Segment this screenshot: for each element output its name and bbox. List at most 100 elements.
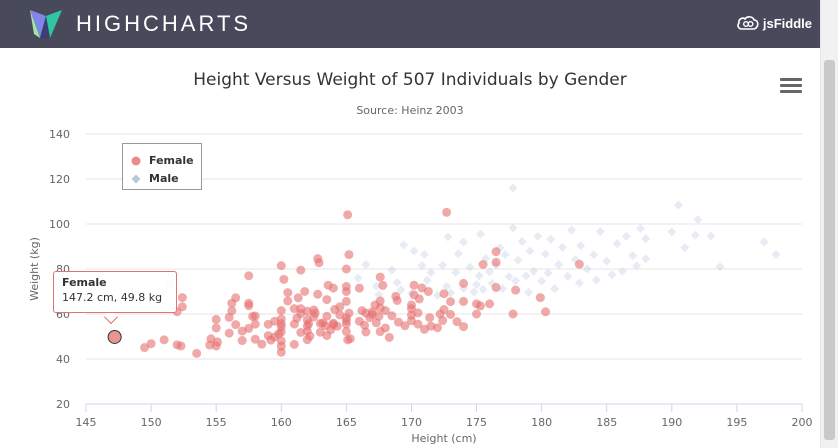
male-data-point (589, 250, 599, 260)
male-data-point (550, 284, 560, 294)
male-data-point (409, 246, 419, 256)
female-data-point (250, 319, 260, 329)
female-data-point (300, 287, 310, 296)
highcharts-logo[interactable]: HIGHCHARTS (28, 8, 251, 40)
hamburger-icon-line (780, 90, 802, 93)
male-data-point (680, 243, 690, 253)
header-bar: HIGHCHARTS jsFiddle (0, 0, 820, 48)
x-tick-label: 165 (336, 416, 357, 429)
female-data-point (360, 320, 370, 330)
female-data-point (140, 343, 150, 353)
male-data-point (474, 271, 484, 281)
female-data-point (413, 308, 423, 318)
chart-container: 20 40 60 80 100 120 140 145 150 155 160 165 170 175 18… (0, 48, 820, 448)
male-data-point (525, 246, 535, 256)
female-data-point (508, 309, 518, 319)
female-data-point (244, 271, 254, 281)
chart-tooltip: Female 147.2 cm, 49.8 kg (53, 271, 177, 313)
y-tick-label: 120 (49, 173, 70, 186)
female-data-point (305, 331, 315, 341)
female-data-point (574, 259, 584, 269)
male-data-point (543, 268, 553, 278)
male-data-point (595, 227, 605, 237)
female-data-point (446, 297, 456, 307)
legend-item-female[interactable]: Female (131, 154, 194, 167)
female-data-point (244, 323, 254, 333)
chart-legend: Female Male (122, 143, 202, 190)
female-data-point (276, 306, 286, 316)
male-data-point (612, 239, 622, 249)
female-data-point (211, 341, 221, 351)
female-data-point (442, 207, 452, 217)
female-data-point (211, 323, 221, 333)
x-tick-label: 160 (271, 416, 292, 429)
female-data-point (361, 327, 371, 337)
female-data-point (192, 348, 202, 358)
female-data-point (341, 296, 351, 306)
male-data-point (759, 237, 769, 247)
female-data-point (244, 298, 254, 308)
brand-name: HIGHCHARTS (76, 11, 252, 36)
male-data-point (576, 241, 586, 251)
male-data-point (557, 242, 567, 252)
vertical-scrollbar[interactable] (820, 0, 838, 448)
female-data-point-hovered (107, 329, 122, 344)
male-data-point (574, 278, 584, 288)
male-data-point (361, 260, 371, 269)
female-data-point (541, 307, 551, 317)
female-data-point (314, 258, 324, 268)
male-data-point (353, 273, 363, 283)
female-data-point (276, 347, 286, 357)
male-data-point (693, 215, 703, 224)
female-data-point (392, 296, 402, 305)
tooltip-series-name: Female (62, 276, 107, 289)
female-data-point (374, 311, 384, 321)
highcharts-logo-icon (30, 10, 62, 38)
female-data-point (478, 260, 488, 269)
female-data-point (380, 323, 390, 333)
jsfiddle-link[interactable]: jsFiddle (737, 12, 812, 34)
y-tick-label: 20 (56, 398, 70, 411)
female-data-point (439, 289, 449, 299)
legend-item-male[interactable]: Male (131, 172, 179, 185)
female-data-point (322, 331, 332, 341)
female-data-point (432, 323, 442, 333)
x-tick-label: 145 (76, 416, 97, 429)
female-data-point (491, 247, 501, 257)
female-data-point (438, 316, 448, 326)
male-data-point (459, 237, 469, 247)
female-data-point (406, 300, 416, 310)
x-tick-label: 200 (792, 416, 813, 429)
female-data-point (276, 327, 286, 337)
scrollbar-thumb[interactable] (824, 60, 835, 440)
hamburger-icon-line (780, 84, 802, 87)
female-data-point (296, 265, 306, 275)
female-data-point (414, 294, 424, 304)
male-data-point (537, 276, 547, 286)
y-tick-label: 40 (56, 353, 70, 366)
female-data-point (400, 321, 410, 331)
female-data-point (276, 261, 286, 271)
male-data-point (636, 224, 646, 233)
male-data-point (621, 231, 631, 241)
chart-subtitle: Source: Heinz 2003 (356, 104, 464, 117)
legend-label: Female (149, 154, 194, 167)
female-data-point (322, 311, 332, 321)
female-data-point (344, 308, 354, 318)
female-data-point (491, 257, 501, 267)
male-data-point (500, 250, 510, 260)
male-data-point (591, 275, 601, 285)
male-data-point (641, 234, 651, 244)
x-tick-label: 185 (596, 416, 617, 429)
female-data-point (313, 289, 323, 299)
female-data-point (425, 313, 435, 323)
female-data-point (289, 304, 299, 314)
male-data-point (632, 261, 642, 271)
female-data-point (511, 285, 521, 295)
female-data-point (343, 210, 353, 220)
female-data-point (413, 319, 423, 329)
male-data-point (419, 249, 429, 259)
male-data-point (508, 183, 518, 193)
context-menu-button[interactable] (780, 78, 802, 94)
female-data-point (380, 306, 390, 316)
